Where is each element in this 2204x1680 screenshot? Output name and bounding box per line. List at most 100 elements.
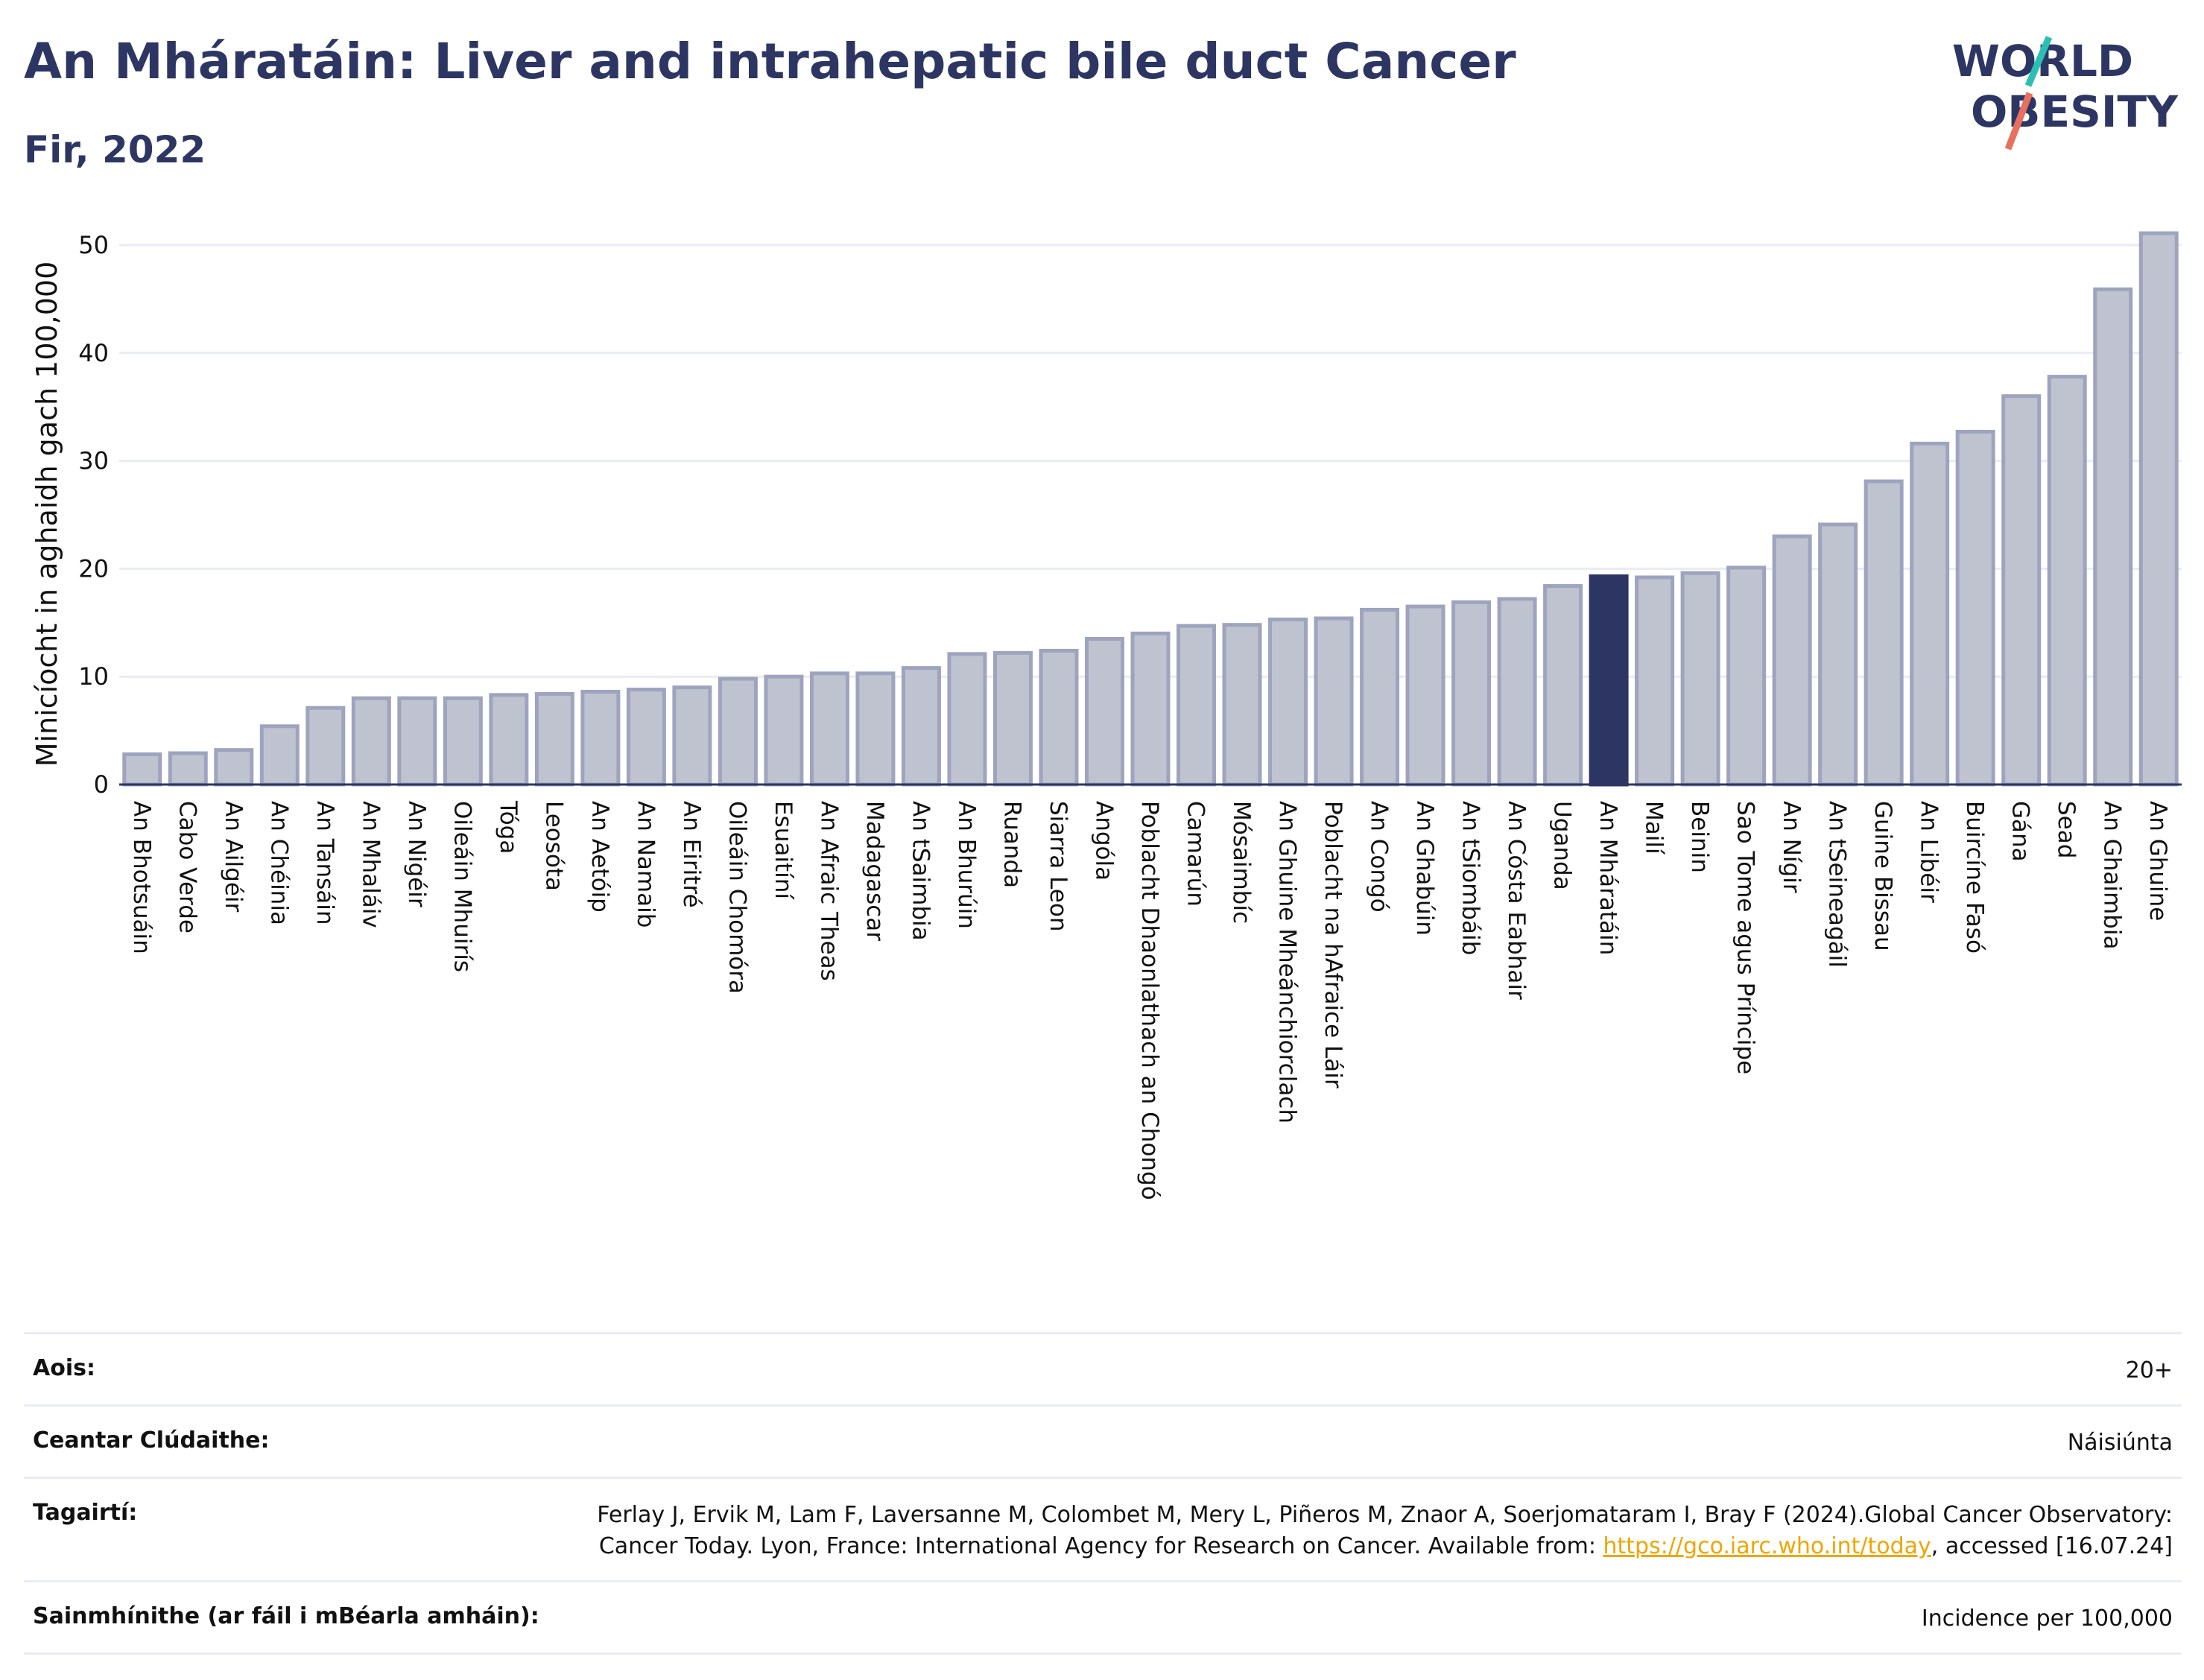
x-category-label: Uganda [1549,801,1576,890]
x-category-label: An Bhurúin [953,801,980,929]
x-category-label: Sao Tome agus Príncipe [1732,801,1759,1074]
bar[interactable] [1405,604,1445,787]
bar[interactable] [1360,607,1400,787]
x-category-label: Mósaimbíc [1228,801,1255,924]
bar[interactable] [489,693,529,787]
bar[interactable] [1451,600,1492,787]
bar[interactable] [855,671,896,787]
x-category-label: An Aetóip [586,801,613,913]
x-category-label: An Nigéir [403,801,430,907]
bar[interactable] [351,696,391,787]
x-category-label: Gána [2007,801,2034,862]
bar[interactable] [1680,571,1720,787]
x-category-label: An Ghabúin [1411,801,1438,936]
x-category-labels: An Bhotsuáin Cabo Verde An Ailgéir An Chéin… [128,800,2171,1200]
bar[interactable] [305,706,346,787]
bar[interactable] [1268,617,1308,787]
bar[interactable] [1543,584,1583,787]
x-category-label: Sead [2053,801,2080,858]
y-axis-title: Minicíocht in aghaidh gach 100,000 [31,261,63,767]
bar[interactable] [1130,631,1171,787]
x-category-label: An Ghuine [2144,801,2171,921]
bar[interactable] [2093,287,2133,787]
bar[interactable] [259,724,300,787]
bar[interactable] [1222,623,1262,787]
x-category-label: Ruanda [998,801,1025,888]
x-category-label: An Ghuine Mheánchiorclach [1274,801,1301,1123]
x-category-label: An Nígir [1778,801,1805,893]
bar[interactable] [1497,597,1537,787]
bar[interactable] [122,752,162,787]
coverage-value: Náisiúnta [2067,1430,2173,1456]
x-category-label: Camarún [1182,801,1209,907]
bar[interactable] [1726,565,1767,787]
info-row-age: Aois: 20+ [24,1332,2182,1404]
age-value: 20+ [2125,1357,2173,1383]
bar[interactable] [901,666,941,787]
y-tick-label: 50 [78,231,109,259]
bar[interactable] [626,688,666,787]
bar-highlight[interactable] [1589,574,1629,787]
y-tick-label: 0 [94,770,109,799]
definitions-value: Incidence per 100,000 [1921,1605,2173,1632]
bar[interactable] [1818,522,1858,787]
x-category-label: Esuaitíní [770,801,797,900]
x-category-label: An Afraic Theas [815,801,842,981]
bar[interactable] [2138,231,2179,787]
coverage-label: Ceantar Clúdaithe: [33,1427,270,1454]
bar[interactable] [1910,441,1950,787]
x-category-label: Madagascar [861,801,888,941]
bar[interactable] [947,652,987,787]
bars [122,231,2179,787]
bar[interactable] [534,691,574,787]
logo-slash-red [2004,92,2033,150]
info-row-coverage: Ceantar Clúdaithe: Náisiúnta [24,1404,2182,1477]
bar[interactable] [718,676,758,787]
bar[interactable] [214,748,254,787]
x-category-label: An Cósta Eabhair [1503,801,1530,1000]
bar[interactable] [168,751,208,787]
bar[interactable] [1039,648,1079,787]
world-obesity-logo: WORLD OBESITY [1952,36,2179,150]
bar[interactable] [2001,394,2042,787]
y-tick-labels: 0 10 20 30 40 50 [78,231,109,799]
bar[interactable] [1772,534,1812,787]
x-category-label: An Libéir [1916,801,1942,903]
bar[interactable] [992,650,1033,787]
bar[interactable] [2047,375,2087,787]
x-category-label: Poblacht Dhaonlathach an Chongó [1136,801,1163,1200]
bar[interactable] [1314,616,1354,787]
x-category-label: Guine Bissau [1869,801,1896,951]
bar[interactable] [397,696,437,787]
bar[interactable] [809,671,849,787]
bar[interactable] [1955,429,1995,787]
x-category-label: Oileáin Chomóra [723,801,750,994]
x-category-label: An Mhaláiv [357,801,384,928]
logo-text-obesity: OBESITY [1971,86,2179,137]
bar[interactable] [1084,637,1124,787]
info-row-references: Tagairtí: Ferlay J, Ervik M, Lam F, Lave… [24,1477,2182,1580]
chart-subtitle: Fir, 2022 [24,128,206,171]
x-category-label: An Chéinia [265,801,292,925]
y-tick-label: 10 [78,662,109,691]
bar[interactable] [672,685,712,787]
x-category-label: Buircíne Fasó [1961,801,1988,954]
bar[interactable] [580,689,621,787]
x-category-label: An Namaib [632,801,659,928]
x-category-label: An Mháratáin [1595,801,1621,955]
x-category-label: An Tansáin [311,801,338,925]
y-tick-label: 30 [78,447,109,475]
y-tick-label: 40 [78,339,109,367]
bar[interactable] [1635,575,1675,787]
x-category-label: An Bhotsuáin [128,801,155,954]
bar[interactable] [764,674,804,787]
bar[interactable] [1863,479,1904,787]
x-category-label: Poblacht na hAfraice Láir [1320,801,1346,1088]
logo-slash-teal [2024,36,2053,87]
bar[interactable] [443,696,483,787]
bar[interactable] [1177,624,1217,787]
references-value: Ferlay J, Ervik M, Lam F, Laversanne M, … [571,1500,2173,1562]
y-tick-label: 20 [78,554,109,583]
references-link[interactable]: https://gco.iarc.who.int/today [1603,1533,1931,1559]
x-category-label: An Ghaimbia [2099,801,2126,949]
